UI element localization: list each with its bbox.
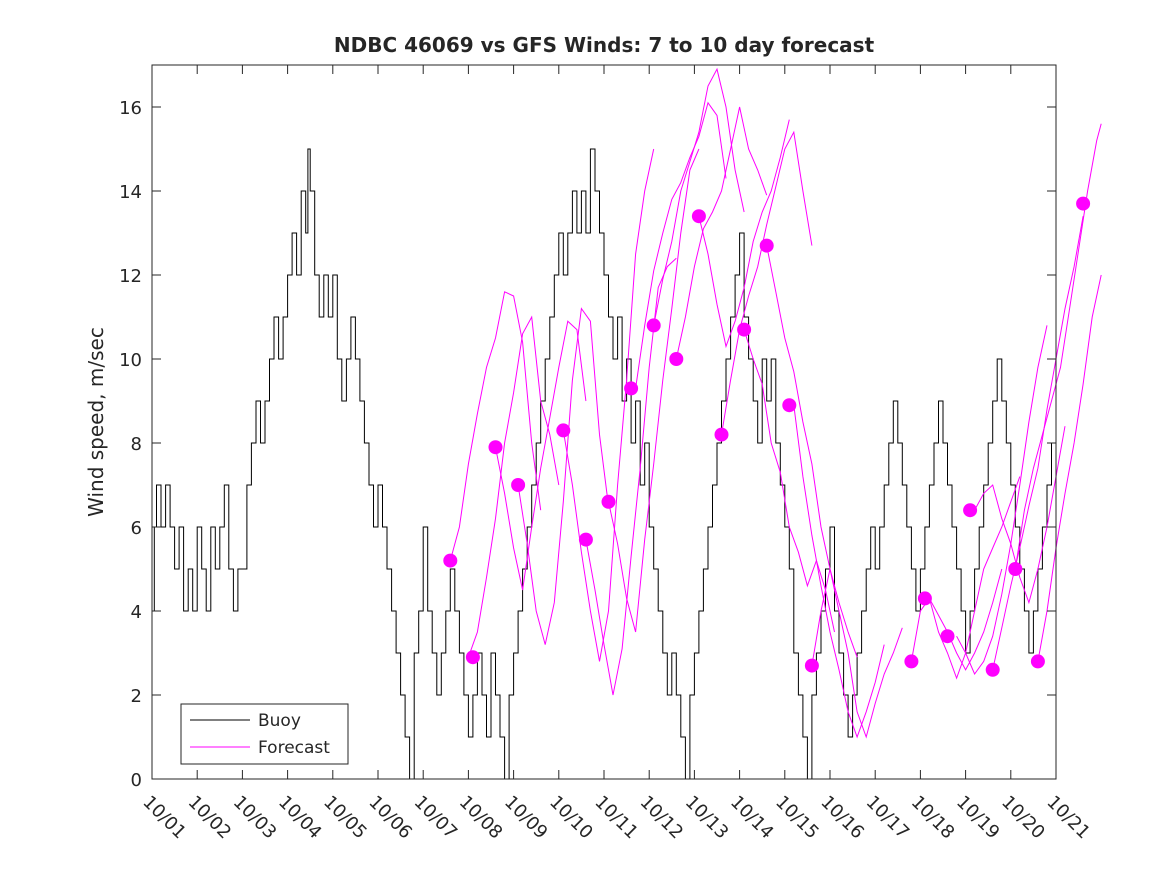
- forecast-marker: [556, 423, 571, 438]
- forecast-marker: [1008, 562, 1023, 576]
- forecast-marker: [443, 553, 458, 568]
- forecast-marker: [488, 440, 503, 455]
- forecast-run-line: [1014, 123, 1102, 570]
- forecast-marker: [1076, 196, 1091, 211]
- series-layer: [152, 67, 1102, 780]
- buoy-series-line: [152, 148, 1057, 780]
- forecast-marker: [963, 503, 978, 518]
- forecast-run-line: [743, 329, 835, 633]
- forecast-marker: [904, 654, 919, 669]
- forecast-marker: [624, 381, 639, 396]
- forecast-marker: [917, 591, 932, 606]
- forecast-marker: [985, 662, 1000, 677]
- forecast-run-line: [793, 405, 885, 739]
- forecast-run-line: [721, 130, 813, 435]
- y-tick-label: 10: [119, 350, 142, 371]
- forecast-run-line: [608, 148, 700, 633]
- forecast-marker: [940, 629, 955, 644]
- forecast-run-line: [467, 315, 560, 658]
- legend: Buoy Forecast: [180, 703, 349, 765]
- forecast-marker: [691, 209, 706, 224]
- forecast-run-line: [992, 216, 1084, 670]
- forecast-run-line: [766, 245, 858, 658]
- legend-label-buoy: Buoy: [258, 711, 301, 731]
- forecast-marker: [601, 494, 616, 509]
- forecast-marker: [646, 318, 661, 333]
- legend-box: [180, 703, 349, 765]
- forecast-run-line: [635, 101, 727, 389]
- forecast-marker: [669, 352, 684, 366]
- forecast-run-line: [811, 568, 903, 739]
- y-axis-label: Wind speed, m/sec: [84, 327, 108, 517]
- y-tick-label: 16: [119, 98, 142, 119]
- forecast-marker: [511, 478, 526, 492]
- forecast-marker: [714, 427, 729, 442]
- forecast-run-line: [956, 325, 1048, 676]
- forecast-run-line: [1037, 274, 1102, 662]
- forecast-run-line: [585, 257, 677, 696]
- plot-area: [152, 65, 1056, 779]
- forecast-run-line: [698, 119, 790, 349]
- forecast-run-line: [517, 307, 609, 645]
- forecast-marker: [578, 532, 593, 547]
- y-tick-label: 8: [131, 434, 142, 455]
- forecast-run-line: [653, 67, 745, 326]
- chart-title: NDBC 46069 vs GFS Winds: 7 to 10 day for…: [334, 33, 875, 57]
- forecast-run-line: [928, 476, 1021, 680]
- y-tick-label: 6: [131, 518, 142, 539]
- forecast-run-line: [974, 426, 1066, 605]
- forecast-run-line: [449, 291, 542, 561]
- forecast-run-line: [675, 106, 768, 360]
- forecast-marker: [759, 238, 774, 253]
- y-tick-label: 0: [131, 770, 142, 791]
- y-tick-label: 4: [131, 602, 142, 623]
- forecast-marker: [737, 322, 752, 337]
- legend-label-forecast: Forecast: [258, 738, 330, 758]
- y-tick-label: 12: [119, 266, 142, 287]
- forecast-marker: [1030, 654, 1045, 669]
- forecast-run-line: [495, 320, 587, 591]
- forecast-marker: [782, 398, 797, 413]
- forecast-marker: [465, 650, 480, 665]
- y-tick-label: 14: [119, 182, 142, 203]
- forecast-marker: [804, 658, 819, 673]
- y-tick-label: 2: [131, 686, 142, 707]
- forecast-run-line: [562, 148, 655, 662]
